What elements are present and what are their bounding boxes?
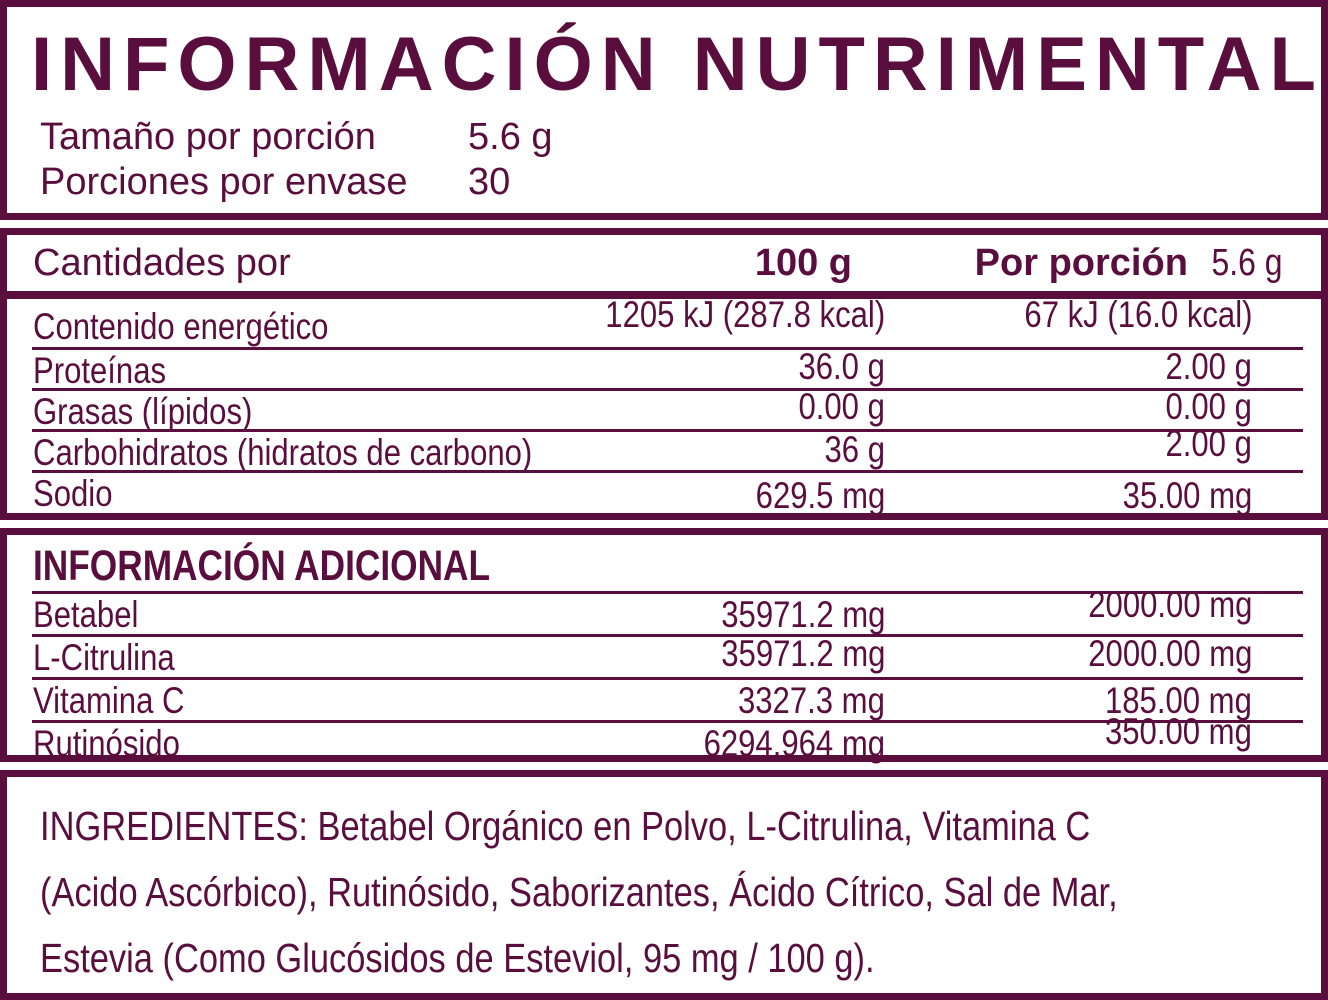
value-per-portion: 67 kJ (16.0 kcal) [1023,294,1252,335]
value-per-100g: 35971.2 mg [720,594,885,635]
nutrient-label: L-Citrulina [33,637,175,678]
nutrient-label: Grasas (lípidos) [33,391,253,432]
table-row: Contenido energético 1205 kJ (287.8 kcal… [7,294,1321,347]
table-row: Grasas (lípidos) 0.00 g 0.00 g [7,386,1321,432]
ingredients-line: Estevia (Como Glucósidos de Esteviol, 95… [40,935,875,981]
value-per-portion: 0.00 g [1165,386,1252,427]
thick-divider [7,291,1321,299]
row-divider [32,677,1303,680]
table-row: Proteínas 36.0 g 2.00 g [7,346,1321,391]
value-per-100g: 36 g [824,429,885,470]
row-divider [32,388,1303,391]
nutrition-label-header-box: INFORMACIÓN NUTRIMENTAL Tamaño por porci… [0,0,1328,220]
value-per-portion: 2000.00 mg [1087,633,1252,674]
table-row: Carbohidratos (hidratos de carbono) 36 g… [7,423,1321,473]
row-divider [32,591,1303,594]
value-per-100g: 6294.964 mg [703,723,885,764]
table-header-row: Cantidades por 100 g Por porción 5.6 g [7,235,1321,291]
table-row: Sodio 629.5 mg 35.00 mg [7,473,1321,516]
nutrient-label: Rutinósido [33,723,180,764]
column-header-portion-size: 5.6 g [1211,241,1283,284]
value-per-100g: 0.00 g [798,386,885,427]
row-divider [32,720,1303,723]
serving-size-row: Tamaño por porción 5.6 g [40,115,1321,160]
value-per-100g: 35971.2 mg [720,633,885,674]
nutrient-label: Proteínas [33,350,167,391]
table-row: Betabel 35971.2 mg 2000.00 mg [7,584,1321,635]
row-divider [32,429,1303,432]
column-header-100g: 100 g [754,241,852,284]
nutrient-label: Betabel [33,594,139,635]
serving-size-label: Tamaño por porción [40,116,376,158]
page-title: INFORMACIÓN NUTRIMENTAL [31,22,1324,107]
nutrient-label: Contenido energético [33,306,329,347]
value-per-portion: 2.00 g [1165,346,1252,387]
serving-info: Tamaño por porción 5.6 g Porciones por e… [7,115,1321,205]
ingredients-line: (Acido Ascórbico), Rutinósido, Saborizan… [40,869,1118,915]
servings-per-container-value: 30 [468,161,511,203]
row-divider [32,347,1303,350]
ingredients-box: INGREDIENTES: Betabel Orgánico en Polvo,… [0,770,1328,1000]
value-per-portion: 35.00 mg [1122,475,1252,516]
additional-info-box: INFORMACIÓN ADICIONAL Betabel 35971.2 mg… [0,528,1328,764]
nutrient-label: Carbohidratos (hidratos de carbono) [33,432,533,473]
additional-info-title: INFORMACIÓN ADICIONAL [33,542,491,590]
value-per-100g: 629.5 mg [755,475,885,516]
servings-per-container-row: Porciones por envase 30 [40,160,1321,205]
nutrition-table-box: Cantidades por 100 g Por porción 5.6 g C… [0,228,1328,520]
row-divider [32,470,1303,473]
nutrient-label: Vitamina C [33,680,185,721]
table-row: Vitamina C 3327.3 mg 185.00 mg [7,680,1321,721]
value-per-100g: 3327.3 mg [738,680,885,721]
value-per-100g: 36.0 g [798,346,885,387]
ingredients-line: INGREDIENTES: Betabel Orgánico en Polvo,… [40,803,1091,849]
row-divider [32,634,1303,637]
value-per-100g: 1205 kJ (287.8 kcal) [605,294,885,335]
nutrient-label: Sodio [33,473,113,514]
ingredients-text: INGREDIENTES: Betabel Orgánico en Polvo,… [7,777,1321,991]
amounts-per-label: Cantidades por [33,241,291,284]
table-row: Rutinósido 6294.964 mg 350.00 mg [7,711,1321,764]
value-per-portion: 350.00 mg [1105,711,1252,752]
servings-per-container-label: Porciones por envase [40,161,408,203]
value-per-portion: 2.00 g [1165,423,1252,464]
table-row: L-Citrulina 35971.2 mg 2000.00 mg [7,633,1321,678]
value-per-portion: 2000.00 mg [1087,584,1252,625]
column-header-portion: Por porción [974,241,1188,284]
serving-size-value: 5.6 g [468,116,553,158]
value-per-portion: 185.00 mg [1105,680,1252,721]
